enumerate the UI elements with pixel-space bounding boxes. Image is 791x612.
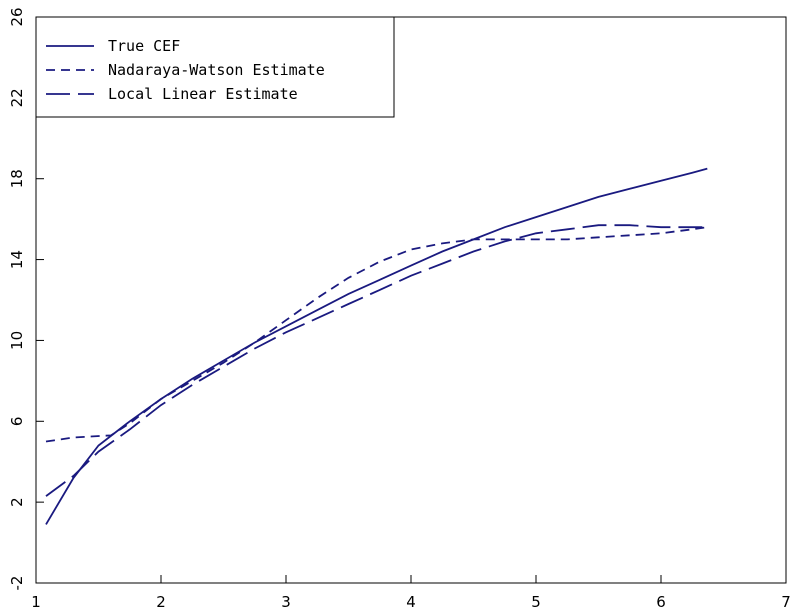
series-line-3 <box>45 224 708 497</box>
y-tick-label: 26 <box>8 7 26 26</box>
y-tick-label: 10 <box>8 331 26 350</box>
legend: True CEF Nadaraya-Watson Estimate Local Li… <box>35 16 395 118</box>
x-tick-label: 4 <box>406 593 416 611</box>
legend-box <box>35 16 395 118</box>
y-tick-label: 6 <box>8 417 26 427</box>
y-tick-label: -2 <box>8 576 26 591</box>
y-tick-label: 14 <box>8 250 26 269</box>
x-tick-label: 3 <box>281 593 291 611</box>
legend-label-2: Nadaraya-Watson Estimate <box>108 61 325 79</box>
series-line-1 <box>45 167 708 525</box>
x-tick-label: 5 <box>531 593 541 611</box>
y-tick-label: 2 <box>8 497 26 507</box>
x-tick-label: 2 <box>156 593 166 611</box>
y-tick-label: 18 <box>8 169 26 188</box>
x-tick-label: 6 <box>656 593 666 611</box>
legend-label-3: Local Linear Estimate <box>108 85 298 103</box>
series-lines <box>45 167 708 525</box>
series-line-2 <box>45 226 708 443</box>
x-tick-label: 7 <box>781 593 791 611</box>
legend-label-1: True CEF <box>108 37 180 55</box>
y-tick-label: 22 <box>8 88 26 107</box>
x-tick-label: 1 <box>31 593 41 611</box>
